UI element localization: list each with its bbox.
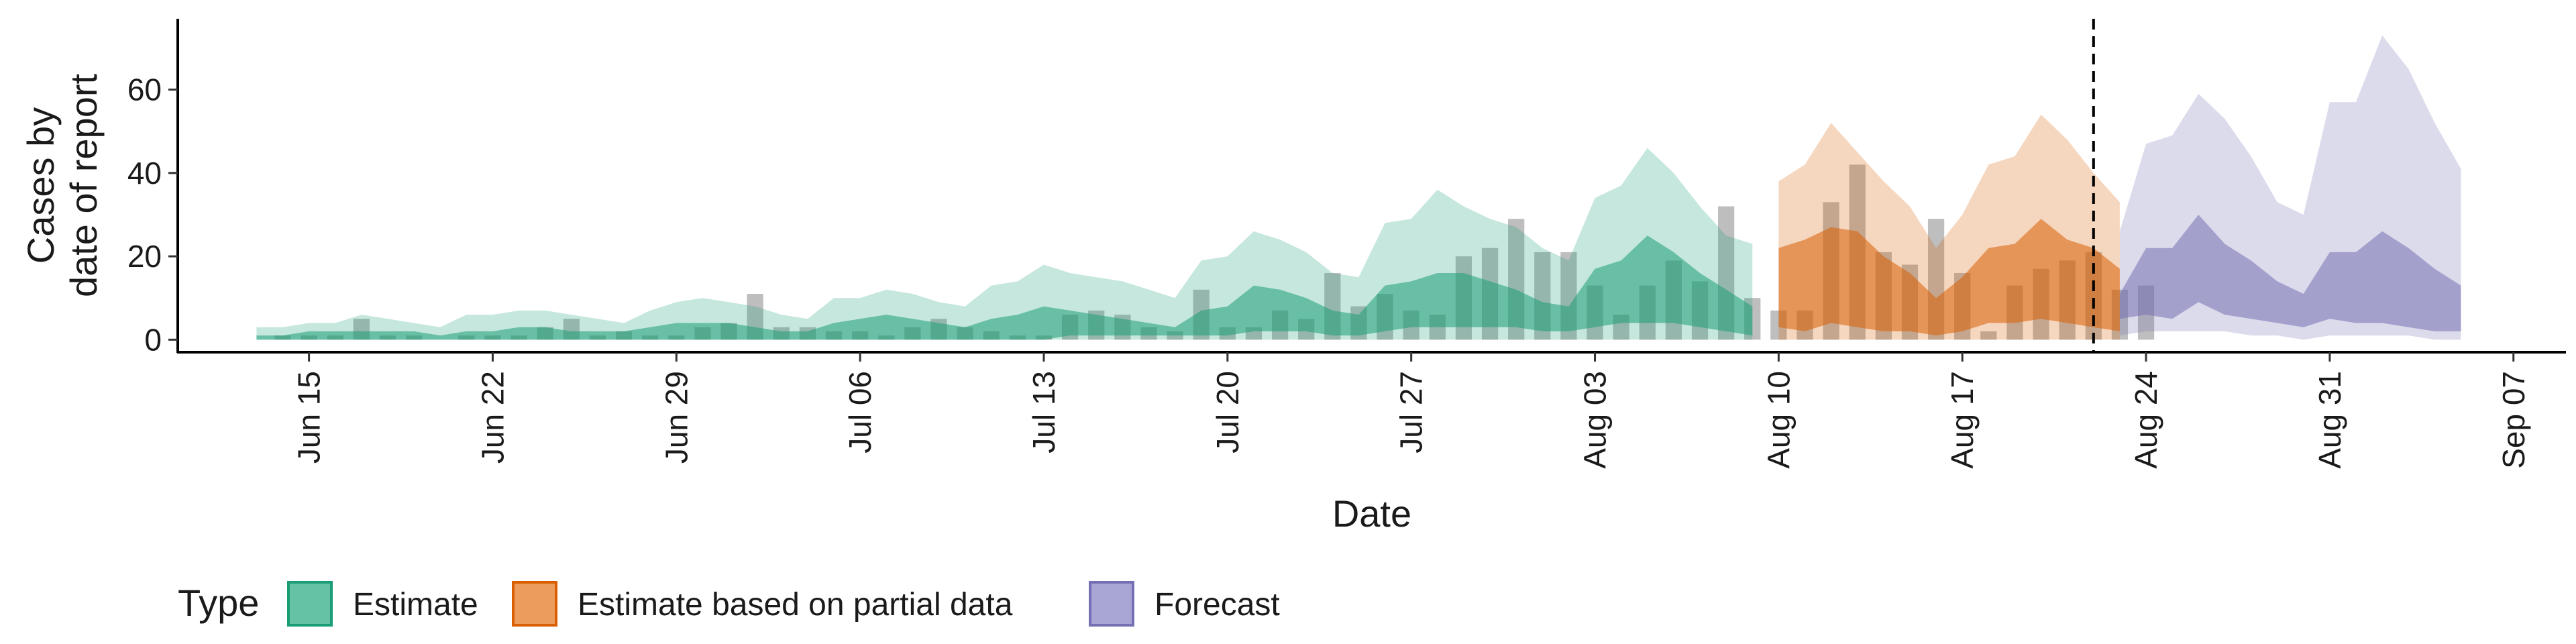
estimate-ribbons <box>256 35 2461 340</box>
case-bar-66 <box>1980 331 1997 340</box>
x-tick-label-9: Aug 17 <box>1945 371 1980 469</box>
x-tick-label-1: Jun 22 <box>475 371 510 464</box>
x-tick-label-0: Jun 15 <box>292 371 327 464</box>
y-tick-label-3: 60 <box>127 72 162 107</box>
x-tick-label-4: Jul 13 <box>1026 371 1061 453</box>
legend-label-0: Estimate <box>353 587 478 623</box>
x-tick-label-6: Jul 27 <box>1394 371 1429 453</box>
x-tick-label-11: Aug 31 <box>2312 371 2347 469</box>
x-tick-label-5: Jul 20 <box>1210 371 1245 453</box>
x-tick-label-8: Aug 10 <box>1761 371 1796 469</box>
x-tick-label-3: Jul 06 <box>843 371 877 453</box>
ribbon-outer-0 <box>256 148 1753 340</box>
ribbon-inner-1 <box>1778 219 2120 336</box>
legend-label-2: Forecast <box>1155 587 1280 623</box>
x-axis-title: Date <box>1332 492 1411 535</box>
legend: Type Estimate Estimate based on partial da… <box>178 581 1280 627</box>
y-tick-label-2: 40 <box>127 156 162 191</box>
ribbon-inner-0 <box>256 235 1753 340</box>
legend-title: Type <box>178 582 259 624</box>
axes: 0 20 40 60 Jun 15 Jun 22 Jun 29 Jul 06 Jul 13 Jul… <box>19 19 2566 535</box>
y-axis-title-line-2: date of report <box>62 74 105 298</box>
y-tick-label-1: 20 <box>127 239 162 274</box>
ribbon-inner-2 <box>2119 215 2461 331</box>
x-tick-label-7: Aug 03 <box>1578 371 1613 469</box>
x-tick-label-10: Aug 24 <box>2129 371 2163 469</box>
y-tick-label-0: 0 <box>144 322 162 357</box>
legend-key-2 <box>1089 581 1134 627</box>
legend-key-0 <box>287 581 333 627</box>
legend-key-1 <box>512 581 557 627</box>
legend-label-1: Estimate based on partial data <box>578 587 1013 623</box>
x-tick-label-12: Sep 07 <box>2496 371 2531 469</box>
y-axis-title-line-1: Cases by <box>19 107 62 264</box>
x-tick-label-2: Jun 29 <box>659 371 694 464</box>
